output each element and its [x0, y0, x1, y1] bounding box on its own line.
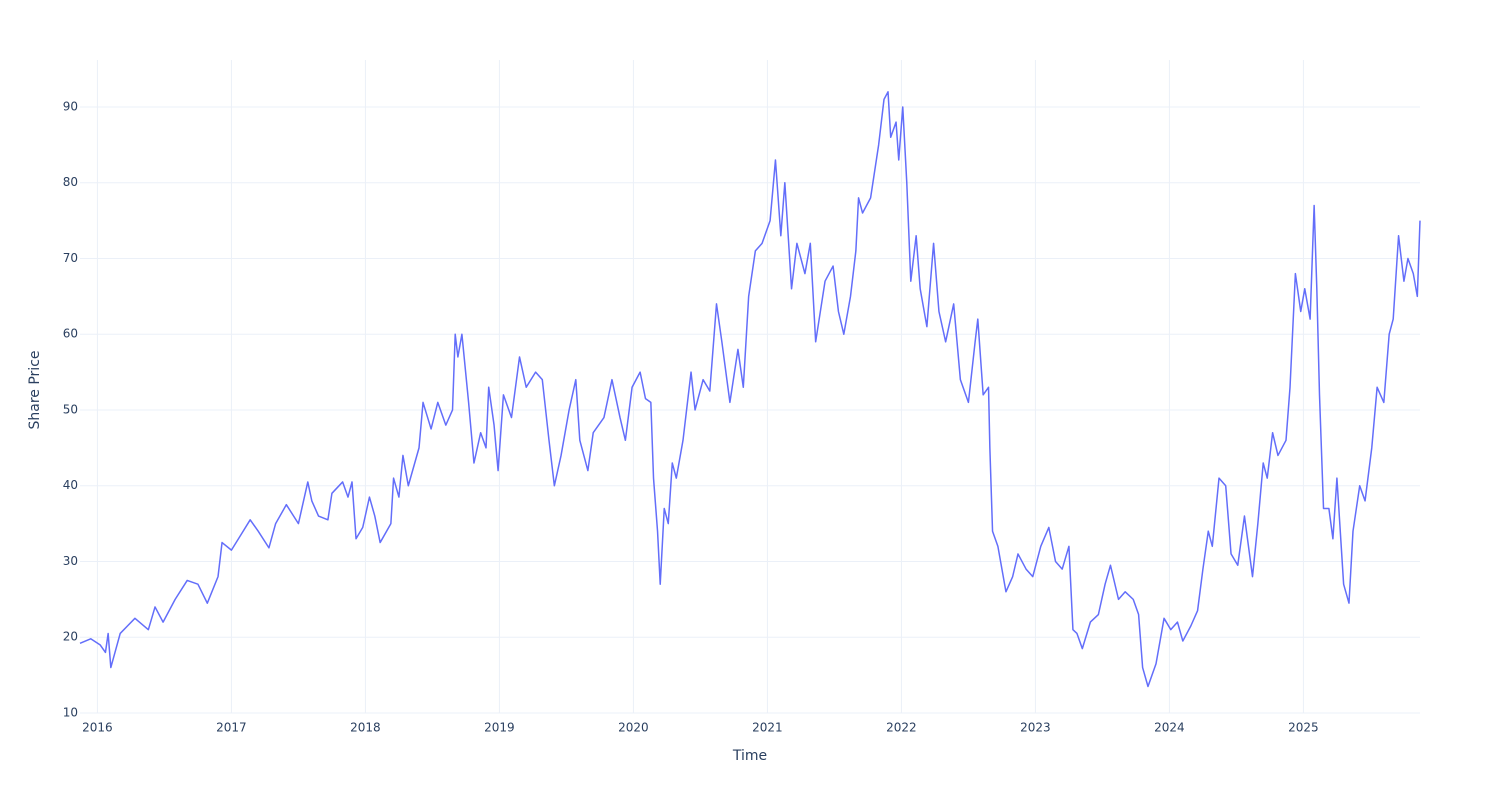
y-tick-label: 80 [63, 175, 78, 189]
y-tick-label: 90 [63, 99, 78, 113]
price-line [79, 91, 1421, 688]
y-tick-label: 50 [63, 402, 78, 416]
x-tick-label: 2016 [82, 721, 113, 735]
y-tick-label: 70 [63, 251, 78, 265]
y-axis-title: Share Price [27, 350, 43, 429]
x-tick-label: 2024 [1154, 721, 1185, 735]
y-tick-label: 40 [63, 478, 78, 492]
x-tick-label: 2022 [886, 721, 917, 735]
y-tick-label: 30 [63, 554, 78, 568]
y-tick-label: 60 [63, 327, 78, 341]
x-tick-label: 2025 [1288, 721, 1319, 735]
x-tick-label: 2023 [1020, 721, 1051, 735]
x-tick-label: 2021 [752, 721, 783, 735]
x-tick-label: 2020 [618, 721, 649, 735]
y-tick-label: 20 [63, 630, 78, 644]
y-tick-label: 10 [63, 706, 78, 720]
x-axis-title: Time [732, 748, 767, 764]
x-tick-label: 2017 [216, 721, 247, 735]
x-tick-label: 2018 [350, 721, 381, 735]
x-tick-label: 2019 [484, 721, 515, 735]
